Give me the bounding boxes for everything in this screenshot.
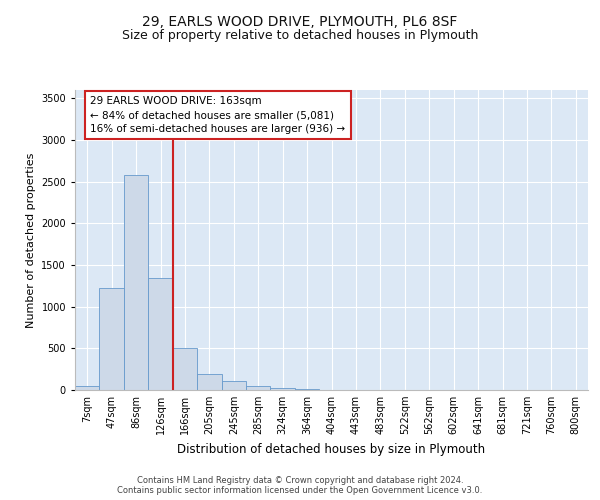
Text: Size of property relative to detached houses in Plymouth: Size of property relative to detached ho… xyxy=(122,29,478,42)
Bar xyxy=(75,386,100,390)
Text: 29, EARLS WOOD DRIVE, PLYMOUTH, PL6 8SF: 29, EARLS WOOD DRIVE, PLYMOUTH, PL6 8SF xyxy=(142,15,458,29)
Text: Contains HM Land Registry data © Crown copyright and database right 2024.
Contai: Contains HM Land Registry data © Crown c… xyxy=(118,476,482,495)
Bar xyxy=(173,348,197,390)
Bar xyxy=(124,175,148,390)
Y-axis label: Number of detached properties: Number of detached properties xyxy=(26,152,35,328)
Bar xyxy=(148,278,173,390)
Bar xyxy=(271,388,295,390)
Bar xyxy=(100,288,124,390)
Bar xyxy=(295,389,319,390)
Bar xyxy=(246,386,271,390)
Bar xyxy=(221,381,246,390)
Bar xyxy=(197,374,221,390)
X-axis label: Distribution of detached houses by size in Plymouth: Distribution of detached houses by size … xyxy=(178,442,485,456)
Text: 29 EARLS WOOD DRIVE: 163sqm
← 84% of detached houses are smaller (5,081)
16% of : 29 EARLS WOOD DRIVE: 163sqm ← 84% of det… xyxy=(91,96,346,134)
